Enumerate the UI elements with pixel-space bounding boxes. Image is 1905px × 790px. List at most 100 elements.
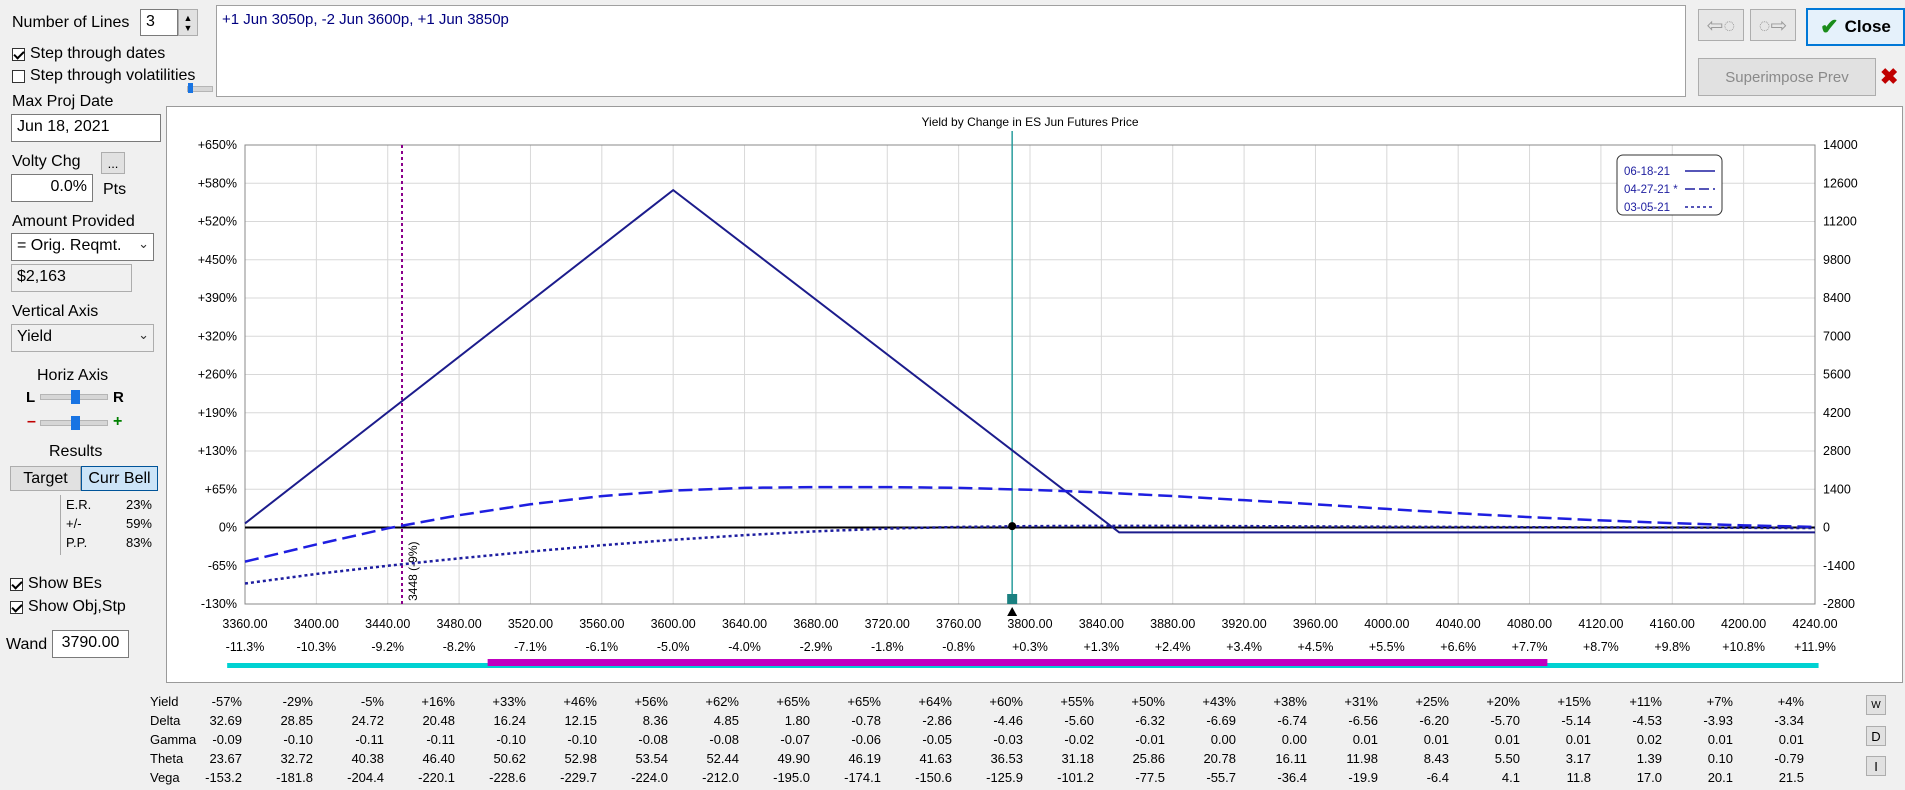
greek-cell: 8.43 (1423, 751, 1449, 766)
greek-row-label: Delta (150, 713, 181, 728)
number-of-lines-label: Number of Lines (12, 14, 130, 31)
greek-cell: 3.17 (1565, 751, 1591, 766)
x-pct-label: -7.1% (514, 640, 547, 654)
x-tick-label: 4080.00 (1507, 617, 1552, 631)
x-tick-label: 4120.00 (1578, 617, 1623, 631)
y-left-tick-label: +130% (198, 444, 237, 458)
spin-down-icon[interactable]: ▼ (183, 22, 193, 33)
greek-row-label: Theta (150, 751, 184, 766)
superimpose-prev-button[interactable]: Superimpose Prev (1698, 58, 1876, 96)
horiz-shift-thumb[interactable] (71, 390, 80, 404)
greek-cell: 0.01 (1565, 732, 1591, 747)
y-left-tick-label: 0% (219, 521, 237, 535)
volty-chg-more-button[interactable]: ... (101, 152, 125, 174)
back-button[interactable]: ⇦◌ (1698, 9, 1744, 41)
number-of-lines-spinner[interactable]: ▲ ▼ (178, 9, 198, 36)
greek-cell: -19.9 (1348, 770, 1378, 785)
show-obj-stp-checkbox[interactable]: Show Obj,Stp (10, 598, 126, 616)
step-through-volatilities-check[interactable] (12, 69, 25, 83)
wand-label: Wand (6, 636, 48, 653)
w-button[interactable]: W (1866, 695, 1886, 715)
amount-provided-select[interactable]: = Orig. Reqmt. ⌄ (11, 233, 154, 261)
result-row: +/- 59% (66, 516, 152, 531)
x-tick-label: 3480.00 (436, 617, 481, 631)
y-right-tick-label: 0 (1823, 521, 1830, 535)
greek-cell: +56% (634, 694, 668, 709)
horiz-zoom-thumb[interactable] (71, 416, 80, 430)
target-button[interactable]: Target (10, 466, 81, 491)
greek-cell: 0.01 (1494, 732, 1520, 747)
i-button[interactable]: I (1866, 756, 1886, 776)
spin-up-icon[interactable]: ▲ (183, 12, 193, 23)
chevron-down-icon[interactable]: ⌄ (138, 236, 149, 251)
greek-cell: +4% (1777, 694, 1804, 709)
step-through-dates-checkbox[interactable]: Step through dates (12, 45, 165, 63)
greek-cell: -0.01 (1135, 732, 1165, 747)
close-button[interactable]: ✔ Close (1806, 8, 1905, 46)
wand-input[interactable]: 3790.00 (52, 630, 129, 658)
forward-button[interactable]: ◌⇨ (1750, 9, 1796, 41)
wand-pointer (1007, 607, 1018, 616)
x-tick-label: 3760.00 (936, 617, 981, 631)
number-of-lines-input[interactable]: 3 (140, 9, 178, 36)
horiz-zoom-slider[interactable] (40, 416, 108, 430)
horiz-shift-slider[interactable] (40, 390, 108, 404)
curr-bell-button[interactable]: Curr Bell (81, 466, 158, 491)
y-left-tick-label: +650% (198, 138, 237, 152)
y-left-tick-label: +450% (198, 253, 237, 267)
y-right-tick-label: 1400 (1823, 482, 1851, 496)
greek-cell: -0.10 (283, 732, 313, 747)
chevron-down-icon[interactable]: ⌄ (138, 327, 149, 342)
volty-chg-input[interactable]: 0.0% (11, 174, 93, 202)
legend-entry: 06-18-21 (1624, 166, 1670, 178)
x-tick-label: 3680.00 (793, 617, 838, 631)
position-textarea[interactable]: +1 Jun 3050p, -2 Jun 3600p, +1 Jun 3850p (216, 5, 1686, 97)
x-pct-label: +5.5% (1369, 640, 1405, 654)
greek-cell: +46% (563, 694, 597, 709)
greek-cell: -212.0 (702, 770, 739, 785)
greek-cell: 52.44 (706, 751, 739, 766)
x-icon: ✖ (1880, 64, 1899, 89)
greek-cell: 23.67 (209, 751, 242, 766)
greek-row-label: Yield (150, 694, 179, 709)
x-tick-label: 4040.00 (1436, 617, 1481, 631)
y-left-tick-label: +390% (198, 291, 237, 305)
greek-cell: +11% (1629, 694, 1662, 709)
x-tick-label: 3920.00 (1221, 617, 1266, 631)
plot-frame (244, 144, 1816, 605)
greek-cell: -0.06 (851, 732, 881, 747)
greek-cell: +25% (1415, 694, 1449, 709)
y-left-tick-label: -130% (201, 597, 237, 611)
show-obj-stp-check[interactable] (10, 600, 23, 614)
greek-cell: +65% (776, 694, 810, 709)
x-pct-label: -11.3% (226, 640, 265, 654)
yield-chart[interactable]: Yield by Change in ES Jun Futures Price 3… (167, 107, 1902, 682)
greek-cell: 0.01 (1423, 732, 1449, 747)
greek-cell: 0.01 (1707, 732, 1733, 747)
max-proj-date-input[interactable]: Jun 18, 2021 (11, 114, 161, 142)
greek-cell: -0.05 (922, 732, 952, 747)
y-left-tick-label: +580% (198, 176, 237, 190)
greek-cell: +43% (1202, 694, 1236, 709)
splitter-thumb[interactable] (188, 83, 193, 93)
greek-cell: 21.5 (1778, 770, 1804, 785)
horiz-axis-label: Horiz Axis (37, 367, 109, 384)
greek-cell: +62% (705, 694, 739, 709)
chart-panel[interactable]: Yield by Change in ES Jun Futures Price 3… (166, 106, 1903, 683)
step-through-volatilities-checkbox[interactable]: Step through volatilities (12, 67, 195, 85)
vertical-axis-select[interactable]: Yield ⌄ (11, 324, 154, 352)
delete-button[interactable]: ✖ (1880, 58, 1905, 96)
results-table: E.R. 23% +/- 59% P.P. 83% (60, 495, 153, 555)
volty-chg-unit: Pts (103, 181, 127, 198)
d-button[interactable]: D (1866, 726, 1886, 746)
greek-cell: -220.1 (418, 770, 455, 785)
show-bes-check[interactable] (10, 577, 23, 591)
step-through-dates-check[interactable] (12, 47, 25, 61)
y-left-tick-label: +520% (198, 215, 237, 229)
x-pct-label: -2.9% (800, 640, 833, 654)
greek-cell: 17.0 (1636, 770, 1662, 785)
x-pct-label: -6.1% (585, 640, 618, 654)
splitter-handle[interactable] (187, 83, 213, 93)
greek-cell: -174.1 (844, 770, 881, 785)
show-bes-checkbox[interactable]: Show BEs (10, 575, 102, 593)
